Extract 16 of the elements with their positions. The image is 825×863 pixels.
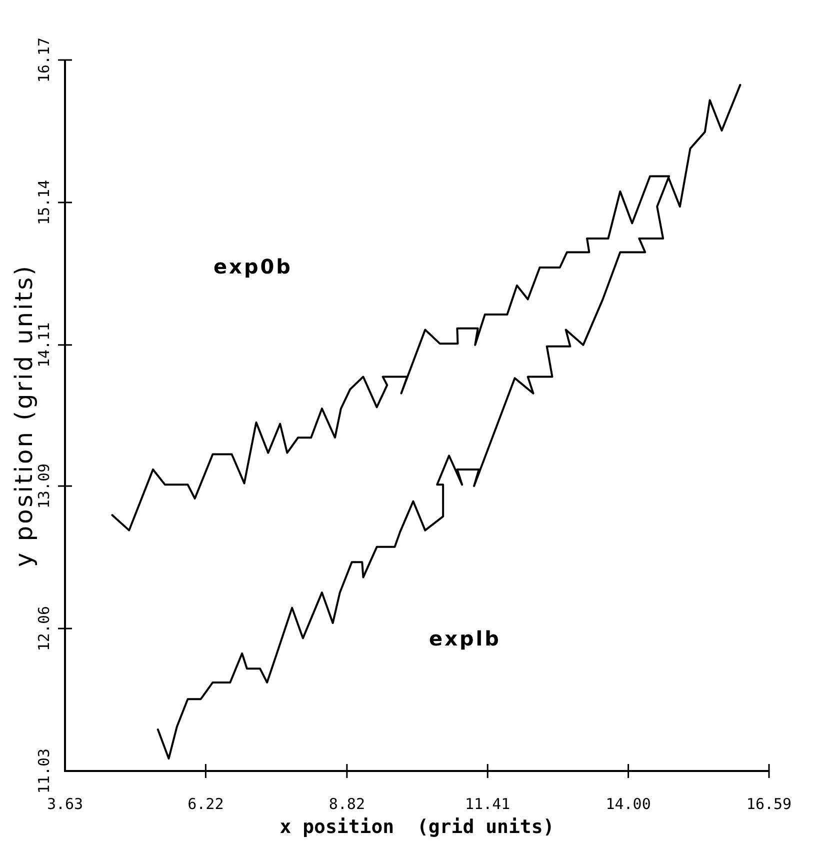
x-tick-label: 16.59 [746, 795, 792, 813]
y-tick-label: 15.14 [35, 180, 53, 226]
x-tick-label: 8.82 [328, 795, 365, 813]
y-tick-label: 14.11 [35, 322, 53, 368]
x-tick-label: 6.22 [188, 795, 224, 813]
y-tick-label: 16.17 [35, 37, 53, 83]
y-axis-title: y position (grid units) [10, 264, 38, 567]
x-axis-title: x position (grid units) [280, 816, 554, 838]
x-tick-label: 14.00 [606, 795, 651, 813]
y-tick-label: 11.03 [35, 748, 53, 794]
annotation: exp0b [213, 254, 293, 278]
x-tick-label: 11.41 [465, 795, 510, 813]
annotation: explb [429, 626, 501, 650]
x-tick-label: 3.63 [46, 795, 84, 813]
y-tick-label: 13.09 [35, 463, 53, 509]
y-tick-label: 12.06 [35, 606, 53, 652]
